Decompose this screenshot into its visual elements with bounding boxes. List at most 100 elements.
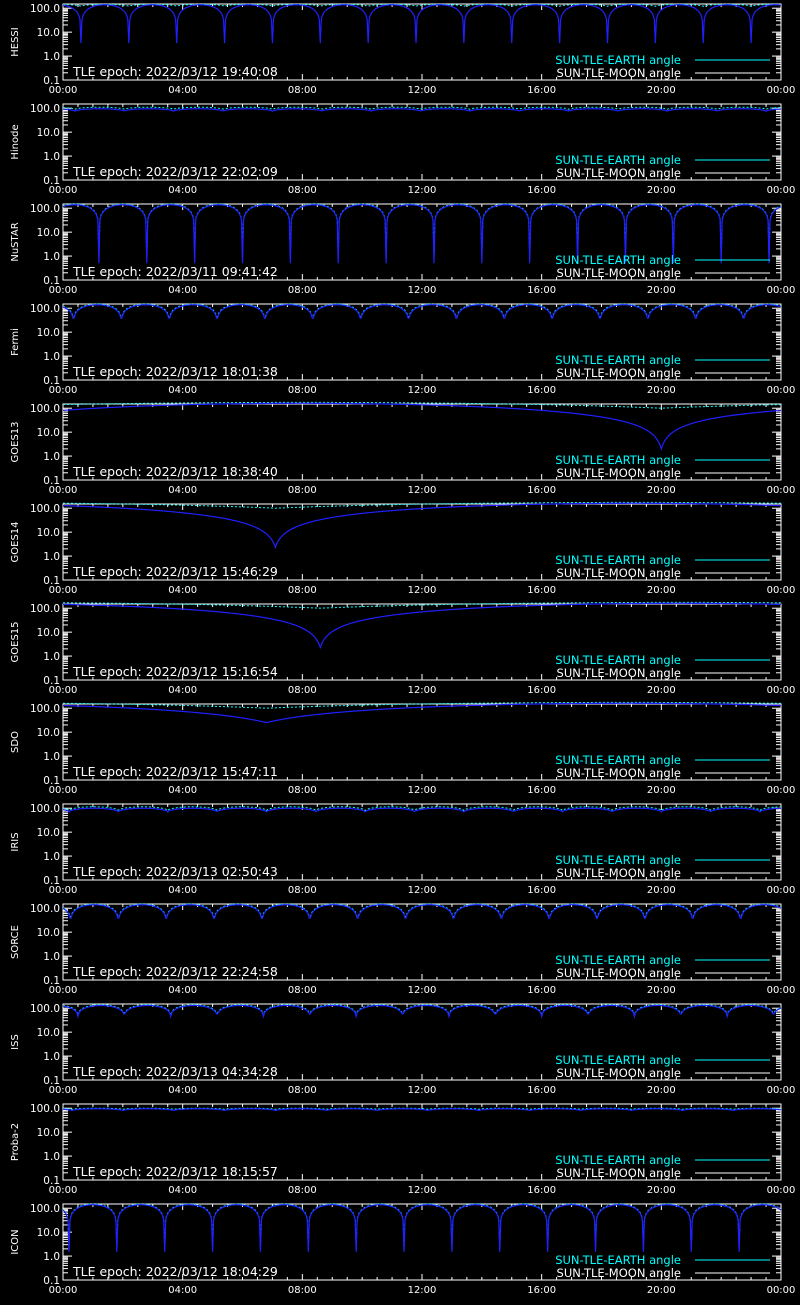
x-tick-label: 12:00 <box>408 385 437 396</box>
x-tick-label: 00:00 <box>49 385 78 396</box>
x-tick-label: 04:00 <box>168 785 197 796</box>
x-tick-label: 20:00 <box>647 585 676 596</box>
legend-earth-label: SUN-TLE-EARTH angle <box>555 853 681 867</box>
y-tick-label: 100.0 <box>30 3 60 15</box>
x-tick-label: 00:00 <box>49 285 78 296</box>
series-line-sun-tle-earth-iss <box>62 1004 782 1018</box>
y-tick-label: 10.0 <box>37 27 60 39</box>
x-tick-label: 20:00 <box>647 485 676 496</box>
y-tick-label: 0.1 <box>43 975 60 987</box>
series-line-sun-tle-earth-hessi <box>62 3 782 7</box>
panel-label-goes14: GOES14 <box>10 521 21 562</box>
y-tick-label: 100.0 <box>30 1203 60 1215</box>
y-tick-label: 10.0 <box>37 927 60 939</box>
x-tick-label: 00:00 <box>767 1085 796 1096</box>
legend-earth-label: SUN-TLE-EARTH angle <box>555 753 681 767</box>
x-tick-label: 20:00 <box>647 285 676 296</box>
x-tick-label: 08:00 <box>288 1285 317 1296</box>
y-tick-label: 0.1 <box>43 275 60 287</box>
tle-epoch-label: TLE epoch: 2022/03/12 18:04:29 <box>72 1264 278 1279</box>
tle-epoch-label: TLE epoch: 2022/03/13 04:34:28 <box>72 1064 278 1079</box>
x-tick-label: 08:00 <box>288 385 317 396</box>
y-tick-label: 10.0 <box>37 1227 60 1239</box>
x-tick-label: 12:00 <box>408 585 437 596</box>
y-tick-label: 0.1 <box>43 1075 60 1087</box>
x-tick-label: 20:00 <box>647 85 676 96</box>
y-tick-label: 100.0 <box>30 703 60 715</box>
x-tick-label: 08:00 <box>288 685 317 696</box>
legend-moon-label: SUN-TLE-MOON angle <box>557 66 681 80</box>
x-tick-label: 20:00 <box>647 1085 676 1096</box>
x-tick-label: 12:00 <box>408 785 437 796</box>
series-line-sun-tle-moon-nustar <box>62 204 782 264</box>
x-tick-label: 16:00 <box>527 1285 556 1296</box>
x-tick-label: 16:00 <box>527 585 556 596</box>
legend-earth-label: SUN-TLE-EARTH angle <box>555 153 681 167</box>
x-tick-label: 16:00 <box>527 985 556 996</box>
y-tick-label: 100.0 <box>30 1103 60 1115</box>
tle-epoch-label: TLE epoch: 2022/03/12 22:24:58 <box>72 964 278 979</box>
x-tick-label: 00:00 <box>49 885 78 896</box>
y-tick-label: 1.0 <box>43 151 60 163</box>
panel-label-iss: ISS <box>10 1034 21 1050</box>
x-tick-label: 00:00 <box>49 1285 78 1296</box>
x-tick-label: 12:00 <box>408 185 437 196</box>
x-tick-label: 00:00 <box>767 185 796 196</box>
y-tick-label: 0.1 <box>43 875 60 887</box>
y-tick-label: 1.0 <box>43 651 60 663</box>
legend-earth-label: SUN-TLE-EARTH angle <box>555 453 681 467</box>
series-line-sun-tle-moon-hinode <box>62 108 782 112</box>
y-tick-label: 100.0 <box>30 903 60 915</box>
tle-epoch-label: TLE epoch: 2022/03/12 15:46:29 <box>72 564 278 579</box>
x-tick-label: 08:00 <box>288 1185 317 1196</box>
x-tick-label: 04:00 <box>168 585 197 596</box>
tle-epoch-label: TLE epoch: 2022/03/11 09:41:42 <box>72 264 278 279</box>
legend-moon-label: SUN-TLE-MOON angle <box>557 466 681 480</box>
legend-moon-label: SUN-TLE-MOON angle <box>557 166 681 180</box>
tle-epoch-label: TLE epoch: 2022/03/12 15:47:11 <box>72 764 278 779</box>
x-tick-label: 00:00 <box>49 1085 78 1096</box>
x-tick-label: 00:00 <box>49 185 78 196</box>
x-tick-label: 00:00 <box>767 485 796 496</box>
x-tick-label: 00:00 <box>767 985 796 996</box>
x-tick-label: 16:00 <box>527 285 556 296</box>
x-tick-label: 12:00 <box>408 1285 437 1296</box>
panel-label-hinode: Hinode <box>10 124 21 159</box>
x-tick-label: 04:00 <box>168 1285 197 1296</box>
y-tick-label: 10.0 <box>37 127 60 139</box>
y-tick-label: 10.0 <box>37 727 60 739</box>
series-line-sun-tle-moon-goes15 <box>62 602 782 650</box>
legend-earth-label: SUN-TLE-EARTH angle <box>555 53 681 67</box>
series-line-sun-tle-moon-sorce <box>62 904 782 919</box>
series-line-sun-tle-moon-hessi <box>62 4 782 44</box>
legend-earth-label: SUN-TLE-EARTH angle <box>555 953 681 967</box>
y-tick-label: 10.0 <box>37 627 60 639</box>
legend-earth-label: SUN-TLE-EARTH angle <box>555 1053 681 1067</box>
x-tick-label: 08:00 <box>288 585 317 596</box>
panel-label-iris: IRIS <box>10 832 21 851</box>
panel-label-sdo: SDO <box>10 731 21 753</box>
y-tick-label: 10.0 <box>37 1027 60 1039</box>
y-tick-label: 10.0 <box>37 827 60 839</box>
legend-earth-label: SUN-TLE-EARTH angle <box>555 253 681 267</box>
x-tick-label: 04:00 <box>168 285 197 296</box>
x-tick-label: 12:00 <box>408 985 437 996</box>
legend-moon-label: SUN-TLE-MOON angle <box>557 1166 681 1180</box>
y-tick-label: 0.1 <box>43 1275 60 1287</box>
x-tick-label: 16:00 <box>527 685 556 696</box>
y-tick-label: 0.1 <box>43 775 60 787</box>
legend-moon-label: SUN-TLE-MOON angle <box>557 366 681 380</box>
y-tick-label: 1.0 <box>43 51 60 63</box>
x-tick-label: 08:00 <box>288 985 317 996</box>
y-tick-label: 100.0 <box>30 403 60 415</box>
x-tick-label: 00:00 <box>767 1185 796 1196</box>
legend-earth-label: SUN-TLE-EARTH angle <box>555 553 681 567</box>
x-tick-label: 00:00 <box>49 85 78 96</box>
panel-label-hessi: HESSI <box>10 27 21 56</box>
y-tick-label: 0.1 <box>43 75 60 87</box>
x-tick-label: 00:00 <box>49 1185 78 1196</box>
x-tick-label: 04:00 <box>168 485 197 496</box>
y-tick-label: 1.0 <box>43 751 60 763</box>
